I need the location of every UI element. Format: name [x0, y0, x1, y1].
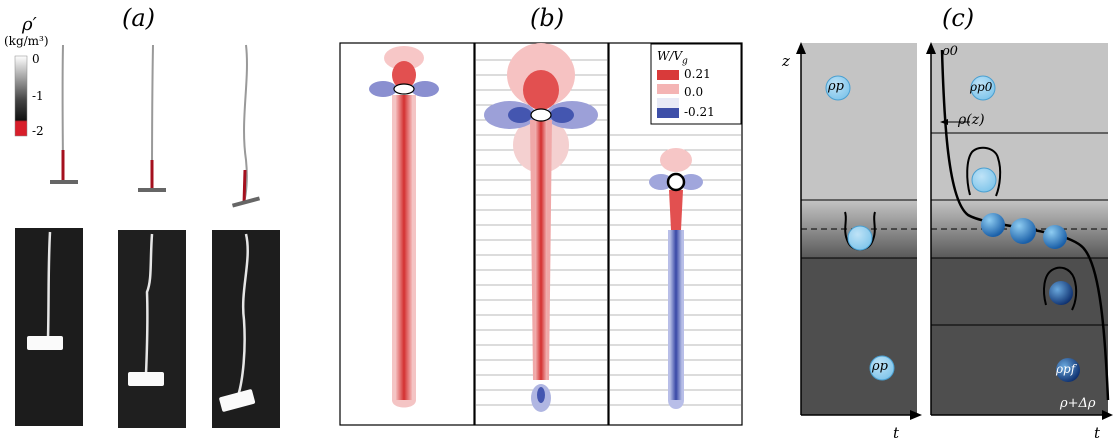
rho-delta: ρ+Δρ	[1060, 396, 1096, 411]
subpanel-b2	[474, 42, 609, 426]
axes-c-right	[926, 42, 1113, 420]
rho-pf: ρpf	[1056, 362, 1076, 376]
t-axis-label-left: t	[893, 424, 900, 442]
sim-image-2	[138, 44, 166, 192]
z-axis-label: z	[782, 52, 790, 70]
colorbar-tick-2: -2	[32, 124, 44, 138]
legend-label-2: -0.21	[684, 105, 715, 119]
rho-z: ρ(z)	[958, 112, 985, 128]
colorbar-tick-1: -1	[32, 89, 44, 103]
panel-c-right	[931, 43, 1110, 415]
rho-p-top: ρp	[828, 79, 844, 94]
legend-label-1: 0.0	[684, 85, 704, 99]
axes-c-left	[796, 42, 922, 420]
sim-image-3	[231, 44, 261, 208]
rho-p-bottom: ρp	[872, 359, 888, 374]
colorbar-tick-0: 0	[32, 52, 40, 66]
rho-p0: ρp0	[970, 80, 993, 94]
panel-label-a: (a)	[122, 4, 156, 32]
rho-0: ρ0	[942, 44, 958, 59]
legend-swatch-2	[657, 108, 679, 118]
colorbar-symbol: ρ′	[22, 14, 37, 35]
panel-label-c: (c)	[942, 4, 975, 32]
legend-swatch-0	[657, 70, 679, 80]
subpanel-b1	[339, 42, 475, 426]
photo-1	[15, 228, 83, 426]
photo-3	[212, 230, 280, 428]
legend-swatch-1	[657, 84, 679, 94]
legend-title: W/Vg	[657, 49, 688, 67]
sim-image-1	[50, 44, 78, 184]
colorbar-a	[14, 55, 28, 137]
panel-c-left	[801, 43, 919, 415]
subpanel-b3	[608, 42, 743, 426]
photo-2	[118, 230, 186, 428]
panel-label-b: (b)	[530, 4, 565, 32]
colorbar-unit: (kg/m³)	[4, 34, 49, 48]
t-axis-label-right: t	[1094, 424, 1101, 442]
legend-swatch-1b	[657, 98, 679, 108]
legend-label-0: 0.21	[684, 67, 711, 81]
